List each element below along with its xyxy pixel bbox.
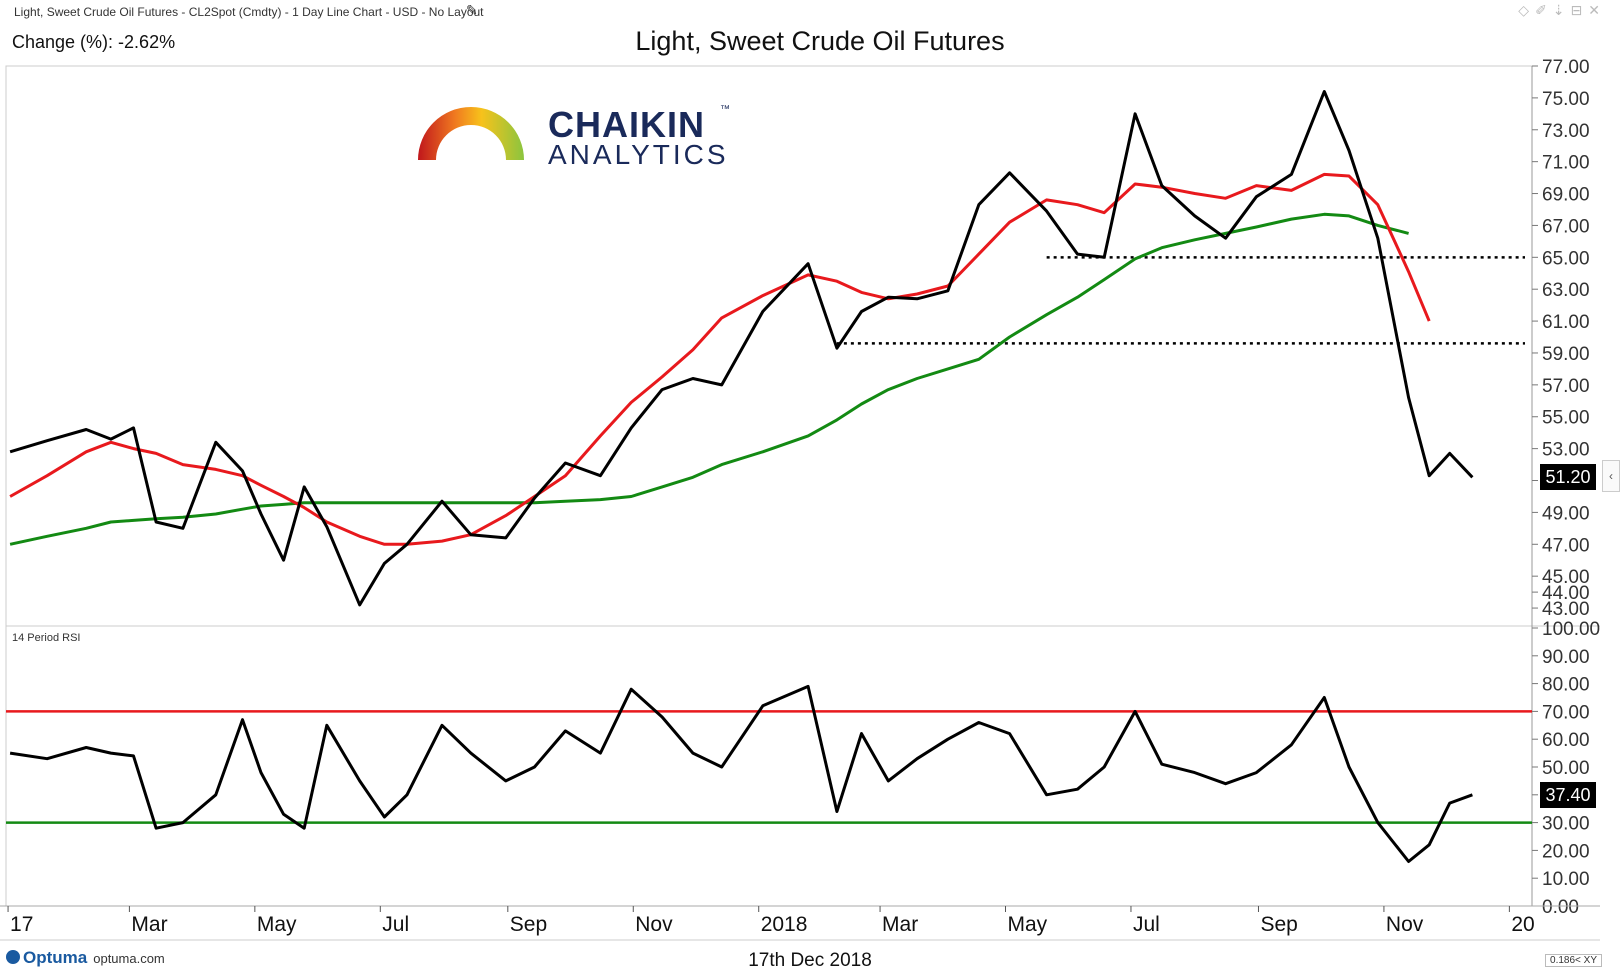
rsi-tick-label: 90.00 xyxy=(1542,647,1590,668)
x-tick-label: May xyxy=(257,913,297,936)
footer-date: 17th Dec 2018 xyxy=(748,950,872,971)
price-line xyxy=(9,90,1474,607)
rsi-tick-label: 80.00 xyxy=(1542,675,1590,696)
rsi-line xyxy=(9,684,1473,863)
price-tick-label: 43.00 xyxy=(1542,599,1590,620)
price-tick-label: 49.00 xyxy=(1542,503,1590,524)
rsi-tick-label: 30.00 xyxy=(1542,814,1590,835)
logo-word-analytics: ANALYTICS xyxy=(548,139,729,170)
optuma-brand: Optuma optuma.com xyxy=(6,948,165,968)
toolbar-icons[interactable]: ◇✐⇣⊟✕ xyxy=(1518,2,1606,18)
rsi-tick-label: 0.00 xyxy=(1542,897,1579,918)
chaikin-logo: CHAIKIN ™ ANALYTICS xyxy=(418,104,750,170)
x-tick-label: May xyxy=(1008,913,1048,936)
collapse-panel-icon[interactable]: ‹ xyxy=(1602,460,1620,492)
price-tick-label: 67.00 xyxy=(1542,216,1590,237)
x-tick-label: 17 xyxy=(10,913,33,936)
price-tick-label: 71.00 xyxy=(1542,153,1590,174)
last-rsi-badge: 37.40 xyxy=(1540,781,1596,808)
rsi-panel-label: 14 Period RSI xyxy=(12,632,81,644)
zoom-indicator[interactable]: 0.186< XY xyxy=(1545,954,1602,967)
last-price-badge: 51.20 xyxy=(1540,464,1596,491)
logo-word-chaikin: CHAIKIN xyxy=(548,104,705,145)
price-tick-label: 77.00 xyxy=(1542,57,1590,78)
change-percent: Change (%): -2.62% xyxy=(12,32,176,52)
x-tick-label: Sep xyxy=(1260,913,1297,936)
x-tick-label: Jul xyxy=(1133,913,1160,936)
short-moving-average-line xyxy=(9,172,1431,546)
chart-title: Light, Sweet Crude Oil Futures xyxy=(635,26,1005,56)
price-tick-label: 61.00 xyxy=(1542,312,1590,333)
x-tick-label: Jul xyxy=(382,913,409,936)
logo-arc-icon xyxy=(418,107,524,160)
price-tick-label: 65.00 xyxy=(1542,248,1590,269)
x-tick-label: Mar xyxy=(131,913,167,936)
x-tick-label: Nov xyxy=(635,913,673,936)
chart-description: Light, Sweet Crude Oil Futures - CL2Spot… xyxy=(14,5,484,19)
price-tick-label: 53.00 xyxy=(1542,440,1590,461)
x-tick-label: 20 xyxy=(1511,913,1534,936)
rsi-tick-label: 70.00 xyxy=(1542,702,1590,723)
price-tick-label: 69.00 xyxy=(1542,185,1590,206)
rsi-tick-label: 10.00 xyxy=(1542,869,1590,890)
price-tick-label: 63.00 xyxy=(1542,280,1590,301)
top-bar: Light, Sweet Crude Oil Futures - CL2Spot… xyxy=(0,0,1620,24)
rsi-tick-label: 60.00 xyxy=(1542,730,1590,751)
price-tick-label: 44.00 xyxy=(1542,583,1590,604)
price-tick-label: 57.00 xyxy=(1542,376,1590,397)
price-tick-label: 75.00 xyxy=(1542,89,1590,110)
price-tick-label: 45.00 xyxy=(1542,567,1590,588)
price-tick-label: 47.00 xyxy=(1542,535,1590,556)
rsi-tick-label: 100.00 xyxy=(1542,619,1600,640)
logo-trademark: ™ xyxy=(720,104,730,115)
x-tick-label: 2018 xyxy=(761,913,808,936)
long-moving-average-line xyxy=(9,212,1409,546)
brand-site: optuma.com xyxy=(93,951,165,966)
rsi-tick-label: 20.00 xyxy=(1542,841,1590,862)
price-tick-label: 55.00 xyxy=(1542,408,1590,429)
price-tick-label: 59.00 xyxy=(1542,344,1590,365)
x-tick-label: Sep xyxy=(510,913,547,936)
brand-name: Optuma xyxy=(23,948,88,967)
rsi-tick-label: 50.00 xyxy=(1542,758,1590,779)
optuma-logo-icon xyxy=(6,950,20,964)
price-tick-label: 73.00 xyxy=(1542,121,1590,142)
x-tick-label: Nov xyxy=(1386,913,1424,936)
pencil-icon[interactable]: ✎ xyxy=(466,2,478,18)
plot-frame xyxy=(5,65,1533,907)
x-tick-label: Mar xyxy=(882,913,918,936)
